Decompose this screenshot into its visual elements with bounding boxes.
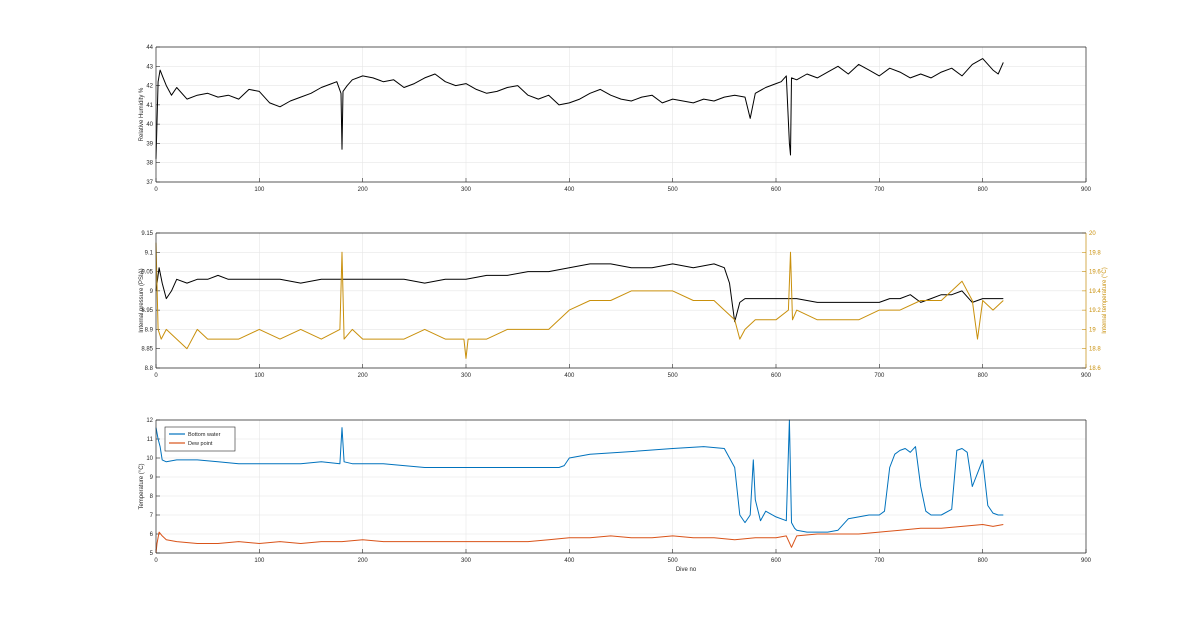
y-right-tick-label: 19.2 [1089,308,1101,314]
x-axis-label: Dive no [676,567,697,573]
x-tick-label: 0 [154,373,158,379]
x-tick-label: 0 [154,558,158,564]
x-tick-label: 900 [1081,373,1092,379]
humidity-panel: 0 100 200 300 400 500 600 700 800 900 37 38 39 40 41 42… [139,45,1092,193]
x-tick-label: 700 [874,373,885,379]
y-right-tick-label: 19.4 [1089,289,1101,295]
x-tick-label: 500 [668,373,679,379]
x-tick-label: 700 [874,558,885,564]
y-tick-label: 43 [146,64,153,70]
y-tick-label: 39 [146,141,153,147]
y-tick-label: 37 [146,180,153,186]
x-tick-label: 200 [358,373,369,379]
x-tick-label: 700 [874,187,885,193]
x-tick-label: 900 [1081,187,1092,193]
x-tick-label: 600 [771,558,782,564]
x-tick-label: 100 [254,373,265,379]
y-tick-label: 41 [146,103,153,109]
y-tick-label: 7 [150,513,154,519]
y-tick-label: 42 [146,84,153,90]
x-tick-label: 400 [564,558,575,564]
y-tick-label: 44 [146,45,153,51]
axes-background [156,420,1086,553]
legend-label: Bottom water [188,432,221,438]
y-right-axis-label: Internal temperature (°C) [1102,267,1108,333]
y-right-tick-label: 19.6 [1089,270,1101,276]
x-tick-label: 100 [254,558,265,564]
series-line-dew-point [155,524,1004,554]
y-tick-label: 10 [146,456,153,462]
x-tick-label: 600 [771,373,782,379]
x-tick-label: 200 [358,558,369,564]
x-tick-label: 300 [461,558,472,564]
y-tick-label: 8.85 [141,347,153,353]
y-tick-label: 9.05 [141,270,153,276]
series-line-series-0 [155,58,1004,159]
y-tick-label: 9 [150,475,154,481]
x-tick-label: 500 [668,187,679,193]
x-tick-label: 800 [978,373,989,379]
x-tick-label: 600 [771,187,782,193]
y-tick-label: 11 [147,437,154,443]
x-tick-label: 300 [461,373,472,379]
y-tick-label: 9.1 [145,250,154,256]
x-tick-label: 400 [564,373,575,379]
x-tick-label: 800 [978,187,989,193]
y-axis-label: Internal pressure (PSIA) [139,268,145,332]
axes-background [156,233,1086,368]
y-axis-label: Temperature (°C) [139,463,145,509]
x-tick-label: 800 [978,558,989,564]
x-tick-label: 300 [461,187,472,193]
x-tick-label: 200 [358,187,369,193]
pressure-temperature-panel: 0 100 200 300 400 500 600 700 800 900 8.8 8.85 8.9 8.… [139,231,1108,379]
legend-label: Dew point [188,441,213,447]
y-tick-label: 6 [150,532,154,538]
axes-background [156,47,1086,182]
legend-box [164,426,236,452]
y-right-tick-label: 18.6 [1089,366,1101,372]
x-tick-label: 500 [668,558,679,564]
series-line-bottom-water [155,419,1004,533]
series-line-series-1 [155,242,1004,359]
y-right-tick-label: 18.8 [1089,347,1101,353]
y-tick-label: 40 [146,122,153,128]
legend: Bottom water Dew point [164,426,236,452]
y-tick-label: 8.9 [145,327,154,333]
y-tick-label: 38 [146,161,153,167]
y-tick-label: 8 [150,494,154,500]
y-tick-label: 5 [150,551,154,557]
y-tick-label: 12 [146,418,153,424]
y-tick-label: 8.95 [141,308,153,314]
y-right-tick-label: 19 [1089,327,1096,333]
x-tick-label: 100 [254,187,265,193]
y-axis-label: Relative Humidity % [139,87,145,141]
y-tick-label: 9.15 [141,231,153,237]
series-line-series-0 [155,263,1004,323]
x-tick-label: 900 [1081,558,1092,564]
y-right-tick-label: 19.8 [1089,250,1101,256]
x-tick-label: 0 [154,187,158,193]
x-tick-label: 400 [564,187,575,193]
y-tick-label: 8.8 [145,366,154,372]
water-temperature-panel: 0 100 200 300 400 500 600 700 800 900 5 6 7 8 9 10 11 12 T… [139,418,1092,573]
y-tick-label: 9 [150,289,154,295]
y-right-tick-label: 20 [1089,231,1096,237]
